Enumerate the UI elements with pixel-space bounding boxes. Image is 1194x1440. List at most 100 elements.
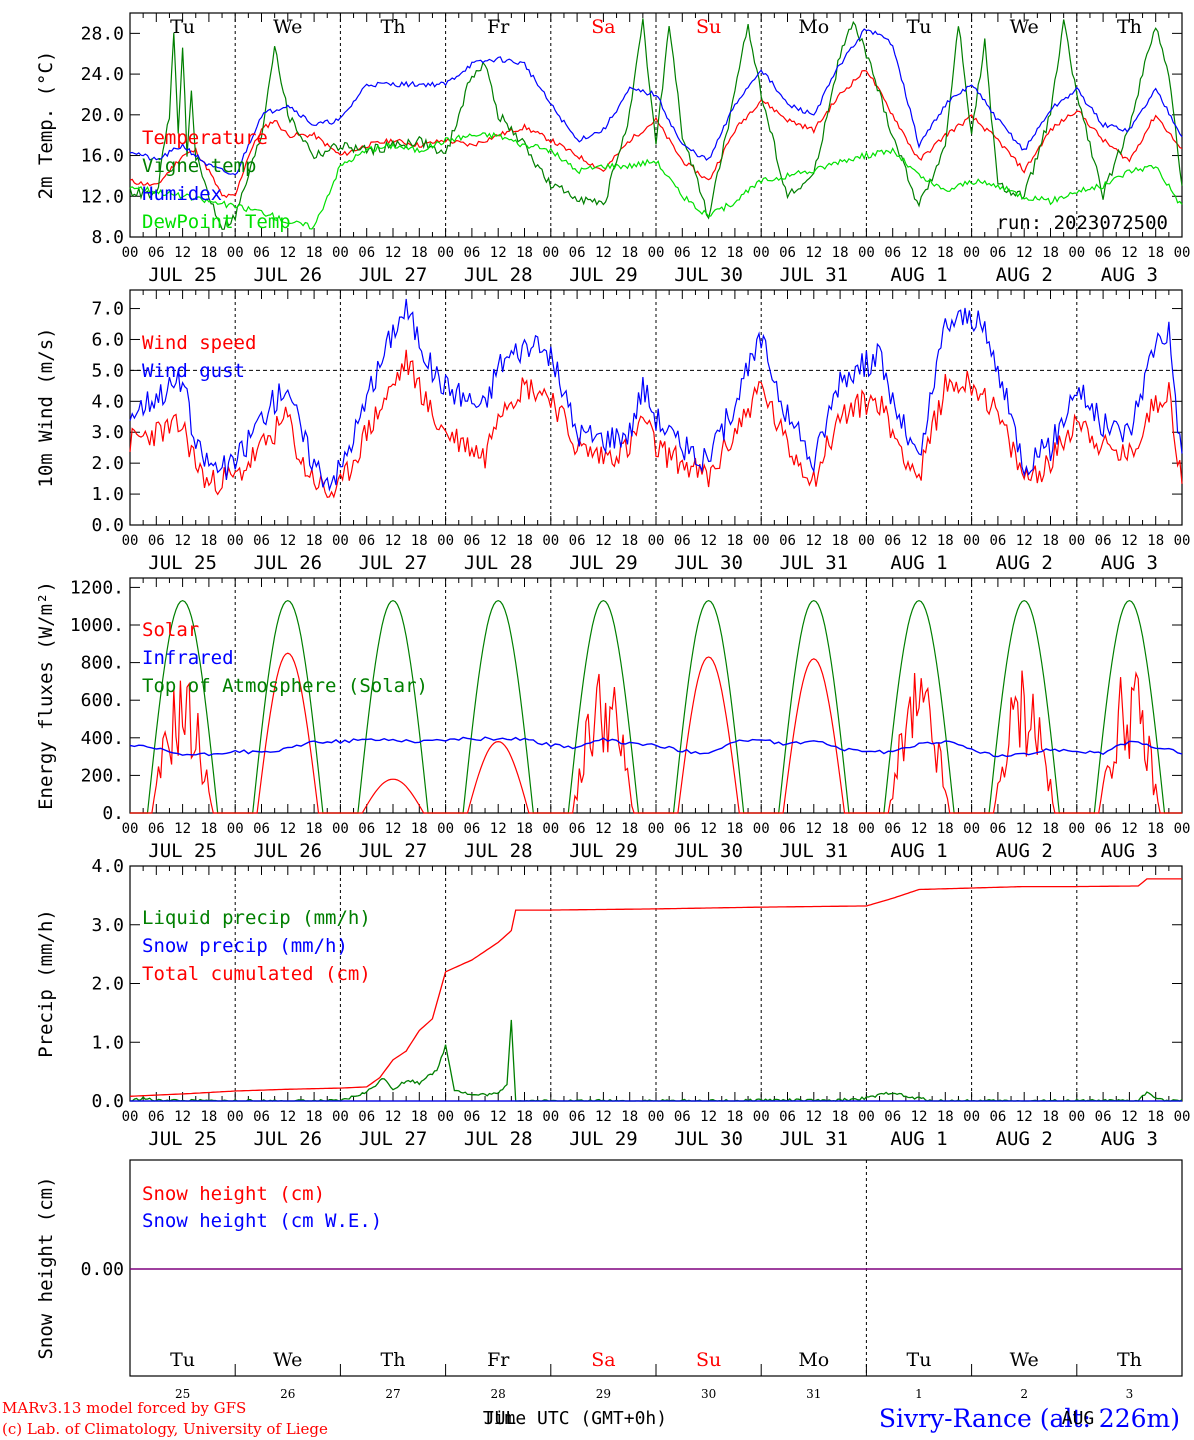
x-axis-month-overlap: JUL xyxy=(484,1408,517,1429)
day-name-bottom: Tu xyxy=(907,1349,932,1371)
x-date-label: JUL 30 xyxy=(674,1128,743,1150)
x-hour-label: 00 xyxy=(227,533,244,549)
x-hour-label: 00 xyxy=(753,245,770,261)
x-hour-label: 18 xyxy=(516,1109,533,1125)
x-hour-label: 18 xyxy=(832,821,849,837)
x-date-label: AUG 2 xyxy=(996,264,1053,286)
x-hour-label: 12 xyxy=(805,821,822,837)
bottom-day-number: 30 xyxy=(701,1387,716,1401)
x-hour-label: 18 xyxy=(516,245,533,261)
plot-frame-0 xyxy=(129,12,1183,238)
x-hour-label: 12 xyxy=(1121,533,1138,549)
x-hour-label: 18 xyxy=(306,821,323,837)
legend-entry: Temperature xyxy=(142,127,268,149)
x-hour-label: 06 xyxy=(569,533,586,549)
x-hour-label: 00 xyxy=(332,533,349,549)
x-hour-label: 12 xyxy=(385,1109,402,1125)
x-hour-label: 18 xyxy=(621,245,638,261)
x-hour-label: 12 xyxy=(911,1109,928,1125)
series-line-humidex xyxy=(129,28,1183,176)
day-name-bottom: Sa xyxy=(591,1349,615,1371)
x-hour-label: 06 xyxy=(569,1109,586,1125)
x-date-label: JUL 27 xyxy=(359,552,428,574)
x-date-label: JUL 31 xyxy=(779,840,848,862)
x-hour-label: 00 xyxy=(1068,1109,1085,1125)
x-hour-label: 18 xyxy=(516,821,533,837)
x-hour-label: 12 xyxy=(385,245,402,261)
x-hour-label: 00 xyxy=(1068,821,1085,837)
day-name-top: We xyxy=(1010,16,1039,38)
x-hour-label: 00 xyxy=(227,245,244,261)
x-hour-label: 00 xyxy=(332,1109,349,1125)
x-hour-label: 12 xyxy=(1016,533,1033,549)
day-name-top: Fr xyxy=(487,16,510,38)
x-hour-label: 12 xyxy=(490,821,507,837)
x-hour-label: 06 xyxy=(1095,1109,1112,1125)
x-hour-label: 00 xyxy=(542,533,559,549)
x-hour-label: 18 xyxy=(937,821,954,837)
legend-entry: Wind gust xyxy=(142,360,245,382)
y-tick-label: 2.0 xyxy=(91,453,124,474)
x-hour-label: 12 xyxy=(1121,821,1138,837)
y-tick-label: 0.00 xyxy=(81,1259,124,1280)
bottom-day-number: 3 xyxy=(1126,1387,1134,1401)
x-hour-label: 00 xyxy=(122,245,139,261)
x-hour-label: 12 xyxy=(595,245,612,261)
x-hour-label: 06 xyxy=(253,1109,270,1125)
x-hour-label: 06 xyxy=(989,533,1006,549)
x-hour-label: 00 xyxy=(1174,245,1191,261)
x-hour-label: 12 xyxy=(700,245,717,261)
x-hour-label: 00 xyxy=(648,821,665,837)
x-hour-label: 12 xyxy=(279,1109,296,1125)
x-hour-label: 06 xyxy=(779,245,796,261)
x-hour-label: 06 xyxy=(148,1109,165,1125)
location-title: Sivry-Rance (alt: 226m) xyxy=(879,1404,1180,1433)
x-hour-label: 18 xyxy=(1042,821,1059,837)
x-hour-label: 12 xyxy=(1016,245,1033,261)
x-hour-label: 12 xyxy=(700,821,717,837)
series-line-dewpoint-temp xyxy=(129,131,1183,230)
x-hour-label: 12 xyxy=(174,245,191,261)
day-name-bottom: Th xyxy=(1117,1349,1142,1371)
x-hour-label: 06 xyxy=(779,821,796,837)
x-hour-label: 18 xyxy=(411,1109,428,1125)
x-hour-label: 00 xyxy=(1068,533,1085,549)
y-tick-label: 16.0 xyxy=(81,146,124,167)
x-hour-label: 00 xyxy=(542,1109,559,1125)
footer-credit: (c) Lab. of Climatology, University of L… xyxy=(2,1420,328,1438)
series-line-wind-gust xyxy=(129,298,1183,492)
x-hour-label: 18 xyxy=(1147,533,1164,549)
x-hour-label: 06 xyxy=(253,821,270,837)
x-hour-label: 18 xyxy=(937,533,954,549)
x-hour-label: 06 xyxy=(358,821,375,837)
x-hour-label: 00 xyxy=(963,1109,980,1125)
y-tick-label: 4.0 xyxy=(91,391,124,412)
y-tick-label: 1.0 xyxy=(91,1032,124,1053)
x-date-label: JUL 29 xyxy=(569,552,638,574)
x-hour-label: 06 xyxy=(253,533,270,549)
x-hour-label: 18 xyxy=(832,533,849,549)
x-hour-label: 18 xyxy=(621,1109,638,1125)
legend-entry: Total cumulated (cm) xyxy=(142,963,371,985)
x-hour-label: 18 xyxy=(1147,1109,1164,1125)
legend-entry: Infrared xyxy=(142,647,234,669)
y-tick-label: 2.0 xyxy=(91,974,124,995)
x-hour-label: 12 xyxy=(595,1109,612,1125)
x-hour-label: 00 xyxy=(437,1109,454,1125)
x-hour-label: 18 xyxy=(726,245,743,261)
x-hour-label: 18 xyxy=(200,1109,217,1125)
x-hour-label: 06 xyxy=(463,821,480,837)
y-tick-label: 4.0 xyxy=(91,856,124,877)
x-hour-label: 12 xyxy=(490,1109,507,1125)
x-hour-label: 00 xyxy=(542,245,559,261)
y-tick-label: 1000. xyxy=(70,615,124,636)
y-tick-label: 20.0 xyxy=(81,105,124,126)
bottom-day-number: 25 xyxy=(175,1387,190,1401)
x-date-label: JUL 26 xyxy=(253,264,322,286)
x-hour-label: 18 xyxy=(411,533,428,549)
x-hour-label: 06 xyxy=(989,1109,1006,1125)
day-name-bottom: Fr xyxy=(487,1349,510,1371)
x-axis-title: Time UTC (GMT+0h) xyxy=(483,1408,667,1429)
x-hour-label: 06 xyxy=(779,1109,796,1125)
x-hour-label: 06 xyxy=(358,533,375,549)
